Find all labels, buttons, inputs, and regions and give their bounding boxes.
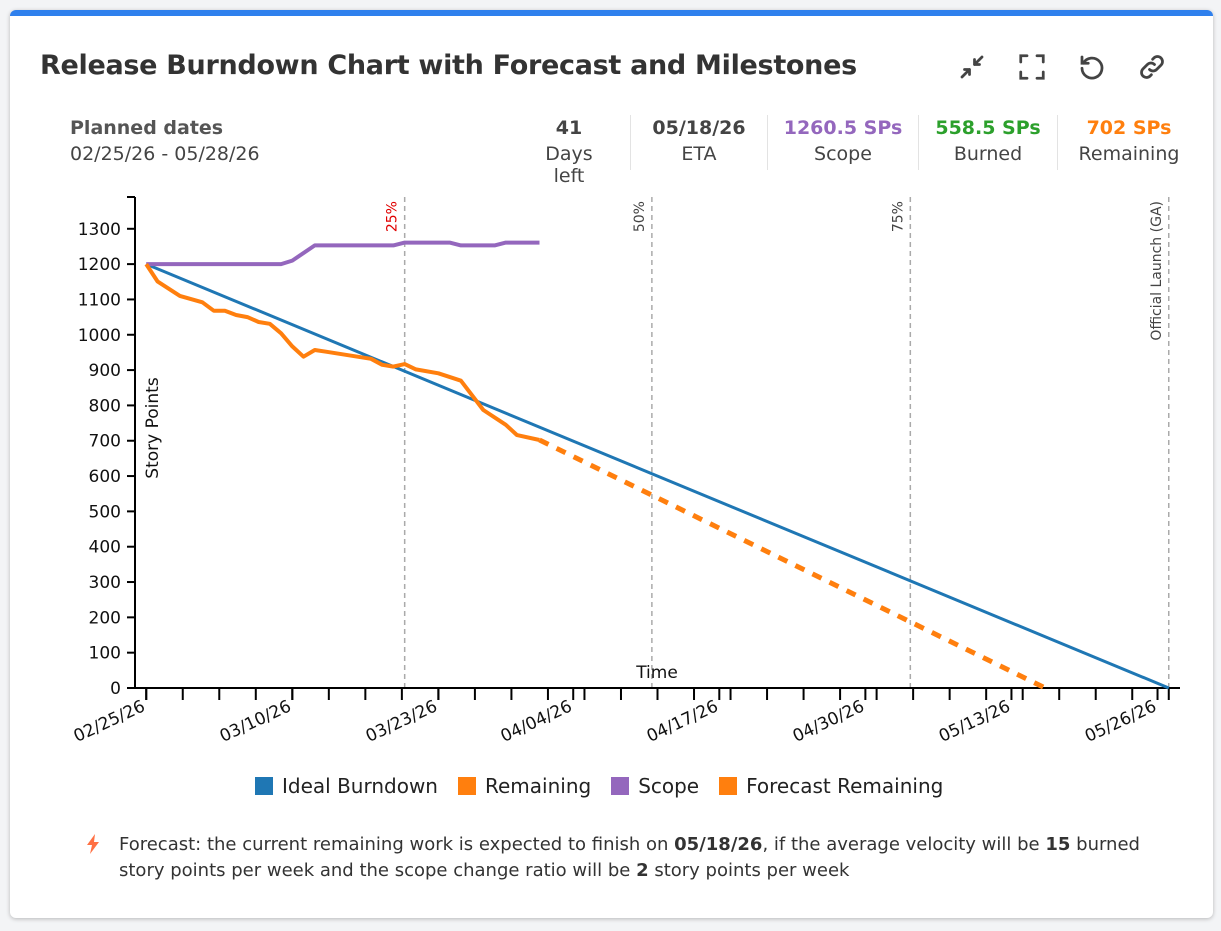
planned-dates-label: Planned dates <box>70 117 224 139</box>
y-tick-label: 200 <box>89 608 121 628</box>
series-ideal-burndown <box>145 262 1170 690</box>
eta-label: ETA <box>681 143 717 165</box>
y-tick-label: 100 <box>89 644 121 664</box>
fullscreen-icon[interactable] <box>1015 50 1049 84</box>
x-tick-label: 05/26/26 <box>1082 696 1160 746</box>
collapse-icon[interactable] <box>955 50 989 84</box>
milestone-label: Official Launch (GA) <box>1149 201 1165 341</box>
legend-item-forecast[interactable]: Forecast Remaining <box>719 774 943 798</box>
y-tick-label: 400 <box>89 538 121 558</box>
scope-label: Scope <box>814 143 872 165</box>
x-tick-label: 03/10/26 <box>217 696 295 746</box>
days-left-label: Days left <box>545 143 593 187</box>
note-text: , if the average velocity will be <box>762 834 1046 855</box>
note-scope-ratio: 2 <box>636 860 649 881</box>
legend-swatch <box>719 777 738 795</box>
burned-label: Burned <box>953 143 1023 165</box>
legend-label: Remaining <box>484 774 592 798</box>
series-scope <box>146 240 540 267</box>
stat-days-left: 41 Days left <box>527 117 611 187</box>
y-tick-label: 0 <box>110 679 121 699</box>
note-eta: 05/18/26 <box>674 834 763 855</box>
forecast-note: Forecast: the current remaining work is … <box>119 832 1159 884</box>
x-tick-label: 02/25/26 <box>71 696 149 746</box>
y-tick-label: 1000 <box>78 326 121 346</box>
y-tick-label: 700 <box>89 432 121 452</box>
x-tick-label: 05/13/26 <box>936 696 1014 746</box>
legend: Ideal Burndown Remaining Scope Forecast … <box>255 774 943 798</box>
legend-swatch <box>457 777 476 795</box>
planned-dates-value: 02/25/26 - 05/28/26 <box>70 143 260 165</box>
note-text: burned story points per week and the sco… <box>119 834 1140 881</box>
x-tick-label: 03/23/26 <box>363 696 441 746</box>
divider <box>1057 115 1058 170</box>
x-tick-label: 04/04/26 <box>498 696 576 746</box>
milestone-label: 50% <box>632 201 648 232</box>
note-velocity: 15 <box>1045 834 1071 855</box>
divider <box>767 115 768 170</box>
legend-label: Ideal Burndown <box>282 774 438 798</box>
legend-swatch <box>255 777 273 795</box>
note-text: Forecast: the current remaining work is … <box>119 834 675 855</box>
remaining-value: 702 SPs <box>1086 117 1172 139</box>
stat-remaining: 702 SPs Remaining <box>1070 117 1188 165</box>
burned-value: 558.5 SPs <box>935 117 1041 139</box>
milestone-label: 75% <box>890 201 906 232</box>
days-left-value: 41 <box>555 117 583 139</box>
planned-dates: Planned dates 02/25/26 - 05/28/26 <box>70 117 260 165</box>
y-tick-label: 300 <box>89 573 121 593</box>
y-tick-label: 1200 <box>78 255 121 275</box>
y-tick-label: 1300 <box>78 220 121 240</box>
divider <box>918 115 919 170</box>
x-axis-label: Time <box>635 663 678 683</box>
legend-label: Forecast Remaining <box>746 774 944 798</box>
series-remaining <box>144 263 540 442</box>
legend-label: Scope <box>638 774 700 798</box>
refresh-icon[interactable] <box>1075 50 1109 84</box>
legend-swatch <box>611 777 630 795</box>
burndown-card <box>10 10 1213 918</box>
lightning-icon <box>86 834 100 858</box>
stat-scope: 1260.5 SPs Scope <box>776 117 910 165</box>
x-tick-label: 04/30/26 <box>790 696 868 746</box>
page-title: Release Burndown Chart with Forecast and… <box>40 50 857 81</box>
y-tick-label: 800 <box>89 396 121 416</box>
legend-item-remaining[interactable]: Remaining <box>457 774 592 798</box>
series-forecast-remaining <box>538 437 1047 691</box>
note-text: story points per week <box>648 860 850 881</box>
legend-item-scope[interactable]: Scope <box>611 774 699 798</box>
y-tick-label: 1100 <box>78 290 121 310</box>
milestone-label: 25% <box>385 201 401 232</box>
link-icon[interactable] <box>1135 50 1169 84</box>
eta-value: 05/18/26 <box>652 117 746 139</box>
legend-item-ideal[interactable]: Ideal Burndown <box>255 774 438 798</box>
y-tick-label: 900 <box>89 361 121 381</box>
stat-eta: 05/18/26 ETA <box>640 117 758 165</box>
remaining-label: Remaining <box>1078 143 1180 165</box>
y-tick-label: 500 <box>89 502 121 522</box>
toolbar <box>955 50 1169 84</box>
scope-value: 1260.5 SPs <box>783 117 903 139</box>
y-axis-label: Story Points <box>143 377 163 479</box>
divider <box>630 115 631 170</box>
stat-burned: 558.5 SPs Burned <box>926 117 1050 165</box>
y-tick-label: 600 <box>89 467 121 487</box>
x-tick-label: 04/17/26 <box>644 696 722 746</box>
